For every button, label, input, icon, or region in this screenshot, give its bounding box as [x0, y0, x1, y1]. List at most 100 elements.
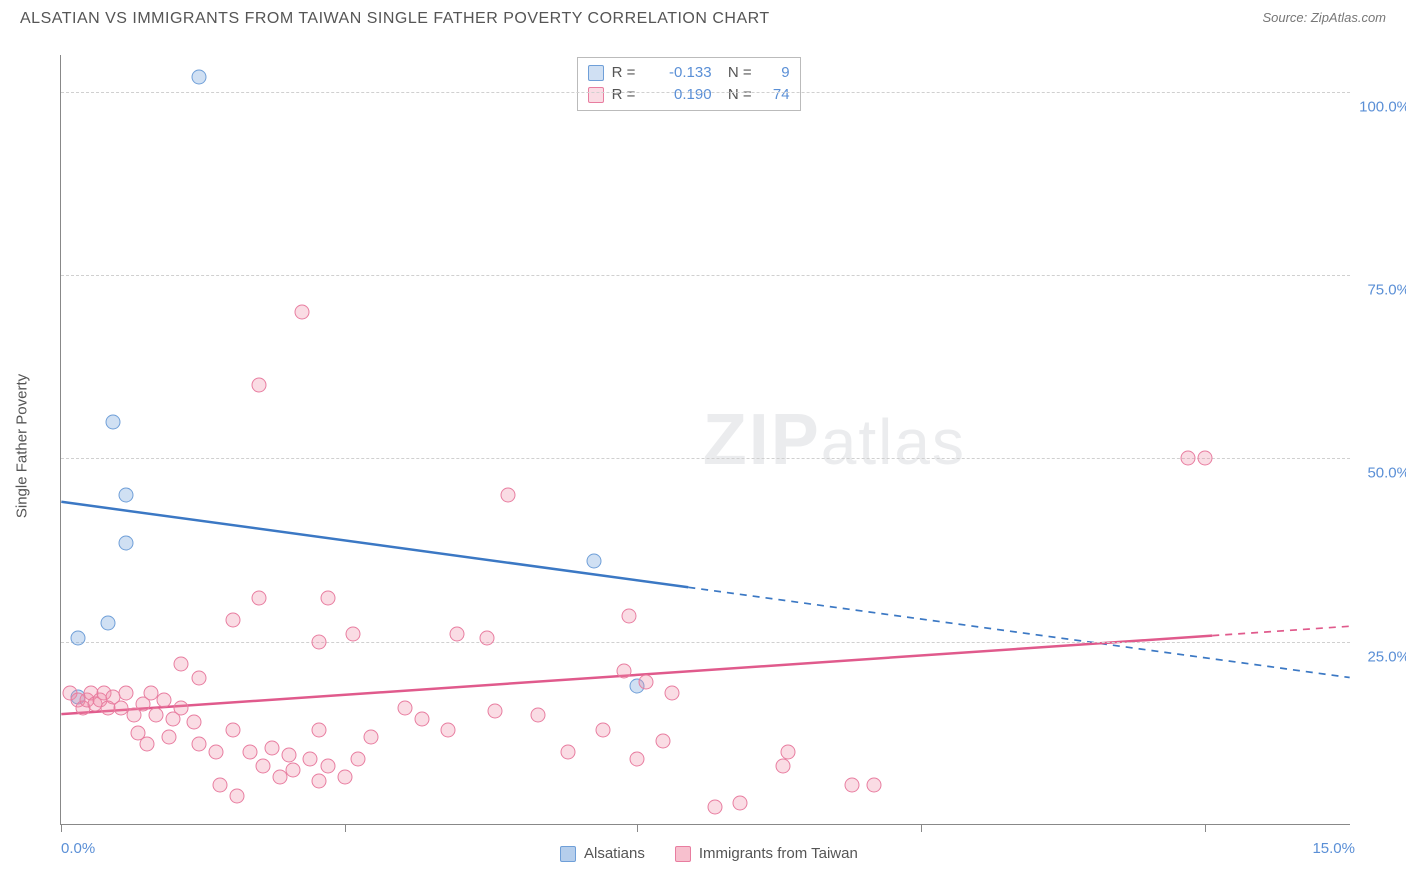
data-point — [780, 744, 795, 759]
data-point — [118, 535, 133, 550]
x-tick — [1205, 824, 1206, 832]
data-point — [845, 777, 860, 792]
trendline-solid — [61, 636, 1212, 715]
legend-r-label: R = — [612, 62, 644, 84]
legend-row: R =0.190N =74 — [588, 84, 790, 106]
data-point — [174, 700, 189, 715]
data-point — [707, 799, 722, 814]
watermark-atlas: atlas — [821, 406, 966, 478]
data-point — [286, 763, 301, 778]
y-tick-label: 75.0% — [1367, 282, 1406, 299]
chart-title: ALSATIAN VS IMMIGRANTS FROM TAIWAN SINGL… — [20, 10, 770, 28]
data-point — [264, 741, 279, 756]
legend-swatch — [675, 846, 691, 862]
gridline — [61, 458, 1350, 459]
data-point — [312, 722, 327, 737]
data-point — [208, 744, 223, 759]
data-point — [479, 631, 494, 646]
x-label-right: 15.0% — [1312, 840, 1355, 857]
data-point — [118, 686, 133, 701]
data-point — [230, 788, 245, 803]
data-point — [101, 616, 116, 631]
data-point — [1180, 451, 1195, 466]
data-point — [256, 759, 271, 774]
data-point — [561, 744, 576, 759]
data-point — [1197, 451, 1212, 466]
data-point — [501, 488, 516, 503]
watermark: ZIPatlas — [703, 399, 966, 481]
data-point — [105, 414, 120, 429]
x-label-left: 0.0% — [61, 840, 95, 857]
data-point — [161, 730, 176, 745]
data-point — [621, 609, 636, 624]
data-point — [157, 693, 172, 708]
trendline-solid — [61, 502, 688, 588]
data-point — [71, 631, 86, 646]
data-point — [350, 752, 365, 767]
data-point — [213, 777, 228, 792]
data-point — [664, 686, 679, 701]
data-point — [488, 704, 503, 719]
legend-n-label: N = — [720, 62, 752, 84]
data-point — [595, 722, 610, 737]
data-point — [587, 554, 602, 569]
data-point — [174, 656, 189, 671]
data-point — [191, 671, 206, 686]
data-point — [320, 590, 335, 605]
x-tick — [345, 824, 346, 832]
legend-r-value: -0.133 — [652, 62, 712, 84]
y-tick-label: 100.0% — [1359, 98, 1406, 115]
y-axis-label: Single Father Poverty — [14, 374, 31, 518]
gridline — [61, 642, 1350, 643]
series-legend: Alsatians Immigrants from Taiwan — [560, 845, 858, 862]
data-point — [398, 700, 413, 715]
data-point — [656, 733, 671, 748]
chart-container: ZIPatlas R =-0.133N =9R =0.190N =74 25.0… — [50, 55, 1350, 825]
y-tick-label: 50.0% — [1367, 465, 1406, 482]
data-point — [251, 590, 266, 605]
data-point — [866, 777, 881, 792]
header: ALSATIAN VS IMMIGRANTS FROM TAIWAN SINGL… — [0, 0, 1406, 28]
stats-legend: R =-0.133N =9R =0.190N =74 — [577, 57, 801, 111]
data-point — [630, 752, 645, 767]
legend-item: Immigrants from Taiwan — [675, 845, 858, 862]
data-point — [346, 627, 361, 642]
data-point — [118, 488, 133, 503]
legend-r-label: R = — [612, 84, 644, 106]
data-point — [226, 722, 241, 737]
legend-row: R = -0.133 N = 9 — [588, 62, 790, 84]
data-point — [187, 715, 202, 730]
data-point — [617, 664, 632, 679]
data-point — [243, 744, 258, 759]
data-point — [320, 759, 335, 774]
gridline — [61, 275, 1350, 276]
data-point — [449, 627, 464, 642]
data-point — [312, 774, 327, 789]
trendline-dashed — [1212, 626, 1349, 635]
data-point — [441, 722, 456, 737]
legend-label: Immigrants from Taiwan — [699, 845, 858, 862]
x-tick — [921, 824, 922, 832]
watermark-zip: ZIP — [703, 400, 821, 480]
data-point — [191, 70, 206, 85]
legend-swatch — [588, 87, 604, 103]
plot-area: ZIPatlas R =-0.133N =9R =0.190N =74 25.0… — [60, 55, 1350, 825]
data-point — [148, 708, 163, 723]
y-tick-label: 25.0% — [1367, 648, 1406, 665]
legend-r-value: 0.190 — [652, 84, 712, 106]
data-point — [303, 752, 318, 767]
trendline-dashed — [688, 587, 1349, 677]
data-point — [531, 708, 546, 723]
data-point — [251, 378, 266, 393]
legend-swatch — [560, 846, 576, 862]
legend-swatch — [588, 65, 604, 81]
data-point — [337, 770, 352, 785]
x-tick — [61, 824, 62, 832]
legend-label: Alsatians — [584, 845, 645, 862]
data-point — [776, 759, 791, 774]
data-point — [363, 730, 378, 745]
legend-n-label: N = — [720, 84, 752, 106]
trend-lines — [61, 55, 1350, 824]
legend-n-value: 9 — [760, 62, 790, 84]
data-point — [415, 711, 430, 726]
